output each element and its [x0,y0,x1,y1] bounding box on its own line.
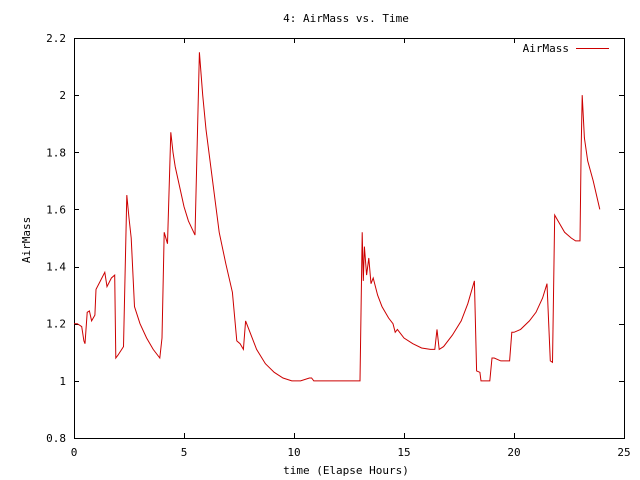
y-tick-label: 1.6 [46,203,66,216]
chart-title: 4: AirMass vs. Time [283,12,409,25]
y-tick-label: 1.8 [46,146,66,159]
y-tick-label: 1.2 [46,318,66,331]
y-tick-label: 1.4 [46,261,66,274]
axes: 0 5 10 15 20 25 0.8 1 1.2 1.4 1.6 1.8 2 2.2 [46,32,631,459]
series-line-airmass [74,52,601,382]
y-tick-label: 0.8 [46,432,66,445]
y-axis-label: AirMass [20,217,33,263]
x-tick-label: 15 [397,446,410,459]
x-tick-label: 25 [617,446,630,459]
x-tick-label: 10 [287,446,300,459]
x-tick-label: 20 [507,446,520,459]
x-tick-label: 0 [71,446,78,459]
x-axis-label: time (Elapse Hours) [283,464,409,477]
plot-frame [74,38,625,439]
series-layer [74,52,601,382]
x-tick-label: 5 [181,446,188,459]
y-tick-label: 2.2 [46,32,66,45]
legend-label: AirMass [523,42,569,55]
y-tick-label: 1 [59,375,66,388]
y-tick-label: 2 [59,89,66,102]
legend: AirMass [523,42,609,55]
